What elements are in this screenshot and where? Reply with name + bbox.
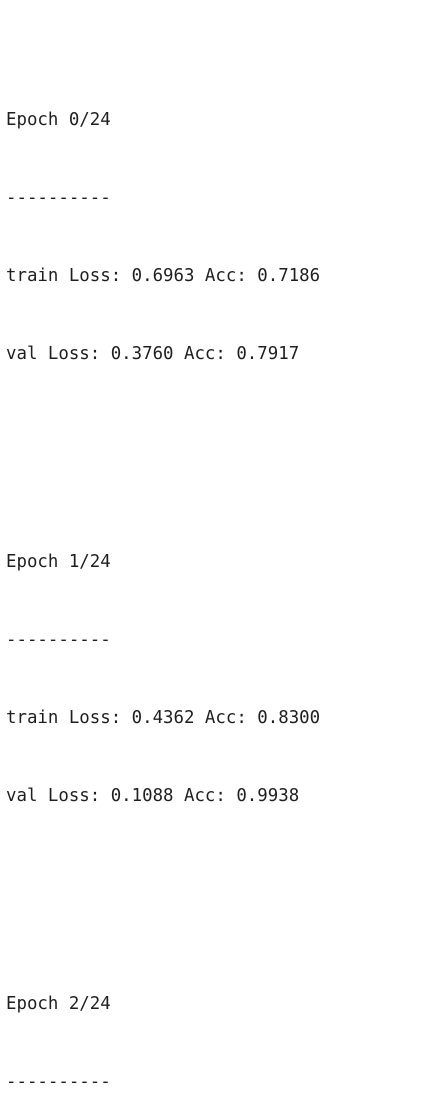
epoch-block-1: Epoch 1/24 ---------- train Loss: 0.4362… bbox=[6, 497, 320, 861]
epoch-separator: ---------- bbox=[6, 630, 111, 650]
epoch-separator: ---------- bbox=[6, 188, 111, 208]
epoch-block-2: Epoch 2/24 ---------- train Loss: 0.2799… bbox=[6, 939, 320, 1108]
train-metrics-line: train Loss: 0.4362 Acc: 0.8300 bbox=[6, 708, 321, 728]
train-metrics-line: train Loss: 0.6963 Acc: 0.7186 bbox=[6, 266, 321, 286]
epoch-header: Epoch 0/24 bbox=[6, 110, 111, 130]
epoch-header: Epoch 2/24 bbox=[6, 994, 111, 1014]
val-metrics-line: val Loss: 0.1088 Acc: 0.9938 bbox=[6, 786, 300, 806]
val-metrics-line: val Loss: 0.3760 Acc: 0.7917 bbox=[6, 344, 300, 364]
epoch-header: Epoch 1/24 bbox=[6, 552, 111, 572]
training-log-output: Epoch 0/24 ---------- train Loss: 0.6963… bbox=[6, 3, 320, 1108]
epoch-separator: ---------- bbox=[6, 1072, 111, 1092]
epoch-block-0: Epoch 0/24 ---------- train Loss: 0.6963… bbox=[6, 55, 320, 419]
